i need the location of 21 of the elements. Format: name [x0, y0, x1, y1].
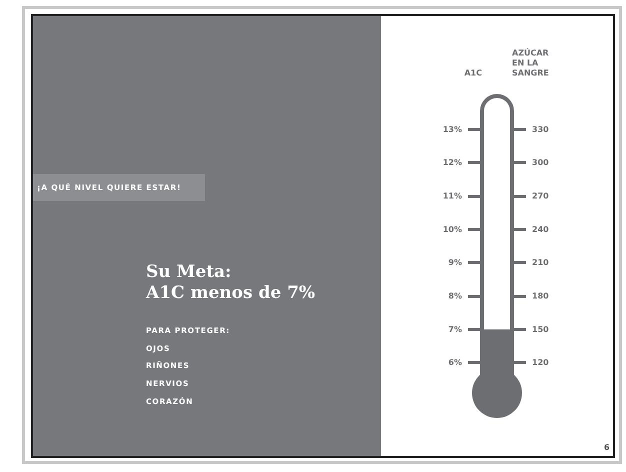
y-tick-label: 10% [442, 224, 462, 234]
y2-tick-label: 300 [532, 158, 550, 168]
y-tick-label: 11% [442, 192, 462, 200]
y2-tick-label: 120 [532, 358, 550, 368]
text: A1C menos de 7% [146, 283, 316, 303]
y-tick-label: 9% [448, 258, 462, 268]
y-tick-label: 12% [442, 158, 462, 168]
y-tick-label: 7% [448, 324, 462, 334]
y2-tick-label: 210 [532, 258, 550, 268]
y2-tick-label: 150 [532, 324, 550, 334]
y2-tick-label: 240 [532, 224, 550, 234]
y2-tick-label: 330 [532, 124, 550, 134]
y2-tick-label: 270 [532, 192, 550, 200]
y-axis-title: A1C [464, 68, 482, 78]
y2-axis-title: AZÚCAR EN LA SANGRE [512, 48, 549, 78]
y-tick-label: 8% [448, 292, 462, 300]
y2-tick-label: 180 [532, 292, 550, 300]
text: 6 [604, 443, 610, 452]
text: Su Meta: [146, 262, 232, 282]
y-tick-label: 6% [448, 358, 462, 368]
y-tick-label: 13% [442, 124, 462, 134]
